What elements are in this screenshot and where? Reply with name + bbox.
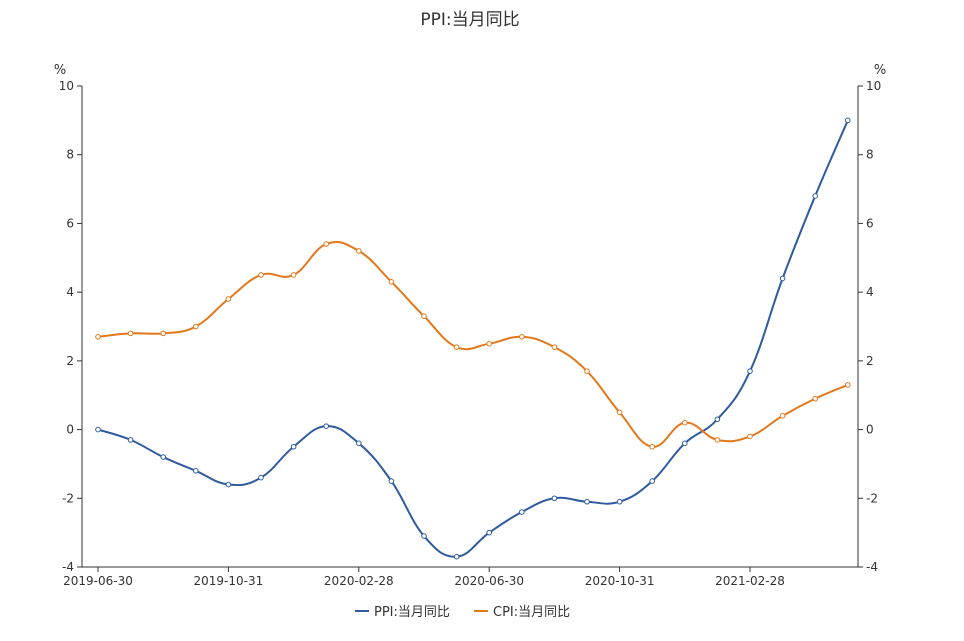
series-0-point: [258, 474, 264, 481]
series-1-point: [388, 279, 395, 285]
series-0-point: [356, 440, 362, 447]
series-1-point: [95, 334, 101, 340]
series-1-point: [584, 368, 590, 374]
series-0-point: [682, 440, 688, 447]
series-0-point: [519, 509, 525, 515]
series-0-point: [714, 416, 721, 423]
series-line-1: [97, 241, 849, 448]
y-tick-label-left: -4: [62, 560, 74, 574]
chart-title: PPI:当月同比: [420, 10, 519, 30]
y-axis-right-unit: %: [874, 63, 886, 78]
series-1-point: [193, 323, 199, 330]
series-layer: [95, 117, 851, 560]
series-1-point: [845, 382, 851, 388]
series-1-point: [225, 296, 232, 302]
y-tick-label-right: 10: [866, 79, 881, 93]
y-axis-left-unit: %: [54, 63, 66, 78]
y-tick-label-right: -2: [866, 491, 878, 505]
legend-label-0: PPI:当月同比: [374, 605, 450, 620]
x-tick-label: 2019-06-30: [63, 574, 133, 588]
x-tick-label: 2019-10-31: [194, 574, 264, 588]
series-1-point: [616, 409, 623, 416]
x-tick-label: 2020-06-30: [454, 574, 524, 588]
series-0-point: [779, 275, 786, 282]
series-1-point: [290, 272, 297, 278]
series-1-point: [160, 330, 166, 337]
legend-label-1: CPI:当月同比: [493, 605, 570, 620]
y-tick-label-right: 6: [866, 216, 874, 230]
series-1-point: [649, 443, 656, 450]
series-0-point: [193, 468, 199, 474]
series-1-point: [127, 330, 134, 337]
y-tick-label-left: 0: [66, 423, 74, 437]
y-tick-label-right: 4: [866, 285, 874, 299]
y-tick-label-left: 6: [66, 216, 74, 230]
series-0-point: [453, 553, 460, 560]
series-0-point: [388, 478, 395, 484]
series-0-point: [421, 533, 427, 539]
x-tick-label: 2020-10-31: [585, 574, 655, 588]
y-tick-label-left: 10: [59, 79, 74, 93]
series-1-point: [356, 248, 362, 254]
series-0-point: [649, 478, 656, 484]
series-0-point: [551, 495, 558, 502]
legend: PPI:当月同比 CPI:当月同比: [355, 605, 570, 620]
series-line-0: [97, 119, 849, 558]
series-1-point: [486, 340, 493, 347]
y-tick-label-left: 2: [66, 354, 74, 368]
y-tick-label-right: 0: [866, 423, 874, 437]
series-1-point: [714, 437, 721, 443]
series-0-point: [584, 498, 590, 505]
y-tick-label-right: 8: [866, 148, 874, 162]
y-tick-label-left: 4: [66, 285, 74, 299]
x-tick-label: 2021-02-28: [715, 574, 785, 588]
series-0-point: [845, 117, 851, 124]
series-1-point: [812, 395, 819, 402]
series-0-point: [160, 454, 166, 460]
y-tick-label-left: -2: [62, 491, 74, 505]
series-1-point: [779, 413, 786, 419]
series-1-point: [551, 344, 558, 350]
series-1-point: [421, 313, 427, 319]
series-0-point: [616, 498, 623, 505]
series-1-point: [747, 433, 753, 440]
series-1-point: [682, 419, 688, 426]
y-tick-label-left: 8: [66, 148, 74, 162]
series-1-point: [258, 272, 264, 278]
series-1-point: [453, 344, 460, 350]
y-tick-label-right: -4: [866, 560, 878, 574]
series-1-point: [519, 334, 525, 340]
series-0-point: [812, 193, 819, 199]
x-tick-label: 2020-02-28: [324, 574, 394, 588]
series-0-point: [486, 529, 493, 536]
series-0-point: [225, 481, 232, 488]
axes: -4 -4 -2 -2 0 0 2 2 4 4 6 6 8 8 10 10 2019-06-30 2019-10-…: [59, 79, 882, 588]
series-1-point: [323, 241, 330, 247]
series-0-point: [290, 443, 297, 450]
series-0-point: [95, 426, 101, 433]
series-0-point: [747, 368, 753, 374]
series-0-point: [323, 423, 330, 429]
y-tick-label-right: 2: [866, 354, 874, 368]
series-0-point: [127, 437, 134, 443]
